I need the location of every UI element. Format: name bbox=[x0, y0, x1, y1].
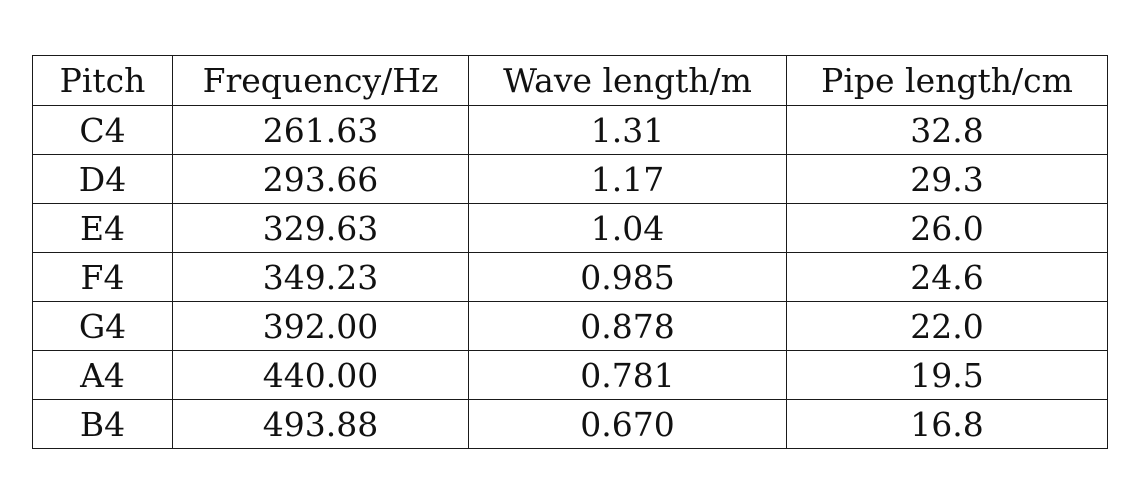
header-pitch: Pitch bbox=[32, 55, 173, 106]
table-row: A4 440.00 0.781 19.5 bbox=[32, 350, 1108, 400]
cell-frequency: 261.63 bbox=[172, 105, 469, 155]
cell-frequency: 392.00 bbox=[172, 301, 469, 351]
cell-frequency: 493.88 bbox=[172, 399, 469, 449]
cell-pipe-length: 32.8 bbox=[786, 105, 1108, 155]
cell-wave-length: 0.985 bbox=[468, 252, 787, 302]
cell-wave-length: 1.04 bbox=[468, 203, 787, 253]
cell-pitch: B4 bbox=[32, 399, 173, 449]
cell-wave-length: 0.670 bbox=[468, 399, 787, 449]
pitch-frequency-table: Pitch Frequency/Hz Wave length/m Pipe le… bbox=[32, 55, 1108, 449]
cell-pipe-length: 24.6 bbox=[786, 252, 1108, 302]
header-frequency: Frequency/Hz bbox=[172, 55, 469, 106]
table-row: E4 329.63 1.04 26.0 bbox=[32, 203, 1108, 253]
table-row: C4 261.63 1.31 32.8 bbox=[32, 105, 1108, 155]
cell-pitch: F4 bbox=[32, 252, 173, 302]
cell-pipe-length: 29.3 bbox=[786, 154, 1108, 204]
table-row: F4 349.23 0.985 24.6 bbox=[32, 252, 1108, 302]
cell-pipe-length: 16.8 bbox=[786, 399, 1108, 449]
cell-wave-length: 1.31 bbox=[468, 105, 787, 155]
cell-frequency: 329.63 bbox=[172, 203, 469, 253]
cell-pitch: G4 bbox=[32, 301, 173, 351]
cell-wave-length: 1.17 bbox=[468, 154, 787, 204]
header-pipe-length: Pipe length/cm bbox=[786, 55, 1108, 106]
cell-pitch: C4 bbox=[32, 105, 173, 155]
cell-wave-length: 0.878 bbox=[468, 301, 787, 351]
cell-pipe-length: 19.5 bbox=[786, 350, 1108, 400]
cell-pitch: A4 bbox=[32, 350, 173, 400]
pitch-table-container: Pitch Frequency/Hz Wave length/m Pipe le… bbox=[32, 55, 1108, 449]
cell-wave-length: 0.781 bbox=[468, 350, 787, 400]
cell-pipe-length: 22.0 bbox=[786, 301, 1108, 351]
table-row: D4 293.66 1.17 29.3 bbox=[32, 154, 1108, 204]
table-row: B4 493.88 0.670 16.8 bbox=[32, 399, 1108, 449]
cell-frequency: 349.23 bbox=[172, 252, 469, 302]
cell-frequency: 440.00 bbox=[172, 350, 469, 400]
header-wave-length: Wave length/m bbox=[468, 55, 787, 106]
table-header-row: Pitch Frequency/Hz Wave length/m Pipe le… bbox=[32, 55, 1108, 106]
cell-pipe-length: 26.0 bbox=[786, 203, 1108, 253]
table-row: G4 392.00 0.878 22.0 bbox=[32, 301, 1108, 351]
cell-pitch: E4 bbox=[32, 203, 173, 253]
cell-pitch: D4 bbox=[32, 154, 173, 204]
cell-frequency: 293.66 bbox=[172, 154, 469, 204]
